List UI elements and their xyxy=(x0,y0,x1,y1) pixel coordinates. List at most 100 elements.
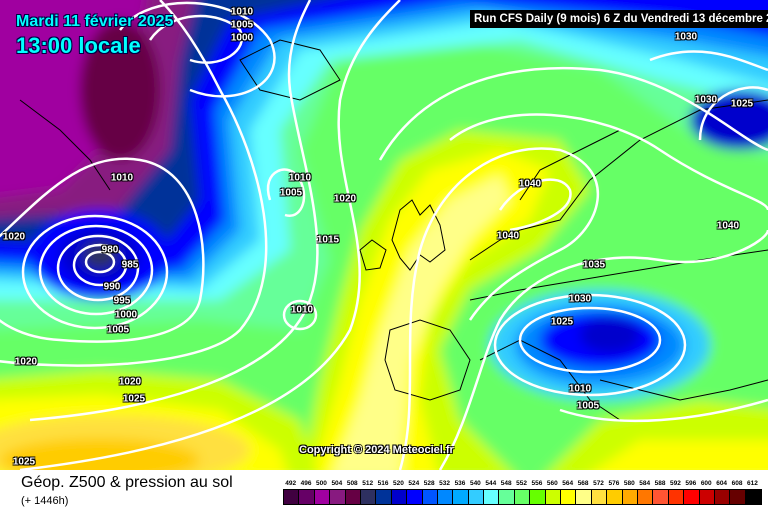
pressure-label: 1020 xyxy=(2,231,26,243)
run-info-banner: Run CFS Daily (9 mois) 6 Z du Vendredi 1… xyxy=(470,10,768,28)
legend-swatch xyxy=(437,490,454,504)
pressure-label: 1010 xyxy=(568,383,592,395)
legend-swatch xyxy=(330,490,346,504)
legend-swatch xyxy=(376,490,392,504)
legend-value: 580 xyxy=(623,480,635,487)
legend-value: 496 xyxy=(300,480,312,487)
legend-swatch xyxy=(545,490,562,504)
pressure-label: 1020 xyxy=(14,356,38,368)
legend-value: 548 xyxy=(500,480,512,487)
legend-value: 568 xyxy=(577,480,589,487)
pressure-label: 1010 xyxy=(110,172,134,184)
legend-value: 552 xyxy=(516,480,527,487)
legend-value: 532 xyxy=(439,480,451,487)
map-title: Géop. Z500 & pression au sol xyxy=(21,474,233,491)
legend-swatch xyxy=(345,490,361,504)
legend-value: 608 xyxy=(731,480,743,487)
legend-swatch xyxy=(653,490,669,504)
legend-value: 524 xyxy=(408,480,420,487)
pressure-label: 990 xyxy=(103,281,121,293)
legend-swatch xyxy=(499,490,515,504)
legend-value: 516 xyxy=(377,480,389,487)
legend-swatch xyxy=(684,490,700,504)
pressure-label: 1040 xyxy=(518,178,542,190)
legend-value: 564 xyxy=(562,480,574,487)
pressure-label: 1025 xyxy=(550,316,574,328)
pressure-label: 1025 xyxy=(122,393,146,405)
copyright: Copyright © 2024 Meteociel.fr xyxy=(299,444,454,456)
legend-swatch xyxy=(314,490,331,504)
legend-swatch xyxy=(484,490,500,504)
legend-value: 576 xyxy=(608,480,620,487)
pressure-label: 985 xyxy=(121,259,139,271)
color-legend: 492 496 500 504 508 512 516 520 524 528 532 536 540 5… xyxy=(283,480,763,505)
legend-swatch xyxy=(391,490,408,504)
pressure-label: 1030 xyxy=(694,94,718,106)
legend-swatch xyxy=(299,490,315,504)
pressure-label: 1010 xyxy=(288,172,312,184)
legend-value: 592 xyxy=(670,480,681,487)
legend-swatch xyxy=(668,490,685,504)
weather-map: 1010 1005 1000 1030 1030 1025 1010 1010 1005 1020… xyxy=(0,0,768,470)
geopotential-field xyxy=(0,0,768,470)
pressure-label: 1030 xyxy=(568,293,592,305)
legend-value: 544 xyxy=(485,480,497,487)
pressure-label: 995 xyxy=(113,295,131,307)
legend-swatch xyxy=(284,490,300,504)
legend-swatch xyxy=(453,490,469,504)
legend-swatch xyxy=(576,490,592,504)
pressure-label: 1015 xyxy=(316,234,340,246)
legend-swatch xyxy=(530,490,546,504)
legend-swatch xyxy=(468,490,485,504)
legend-value: 528 xyxy=(423,480,435,487)
pressure-label: 1005 xyxy=(576,400,600,412)
pressure-label: 1005 xyxy=(106,324,130,336)
legend-value: 596 xyxy=(685,480,697,487)
legend-swatch xyxy=(622,490,638,504)
footer-panel: Géop. Z500 & pression au sol (+ 1446h) 4… xyxy=(0,470,768,512)
legend-value: 604 xyxy=(716,480,728,487)
pressure-label: 1035 xyxy=(582,259,606,271)
legend-value: 512 xyxy=(362,480,374,487)
pressure-label: 1005 xyxy=(279,187,303,199)
legend-value: 600 xyxy=(700,480,712,487)
legend-value: 500 xyxy=(316,480,327,487)
forecast-offset: (+ 1446h) xyxy=(21,495,69,507)
legend-swatch xyxy=(407,490,423,504)
legend-value: 584 xyxy=(639,480,651,487)
legend-value: 560 xyxy=(546,480,558,487)
forecast-date: Mardi 11 février 2025 xyxy=(16,13,174,30)
pressure-label: 1040 xyxy=(716,220,740,232)
legend-value: 508 xyxy=(346,480,358,487)
legend-value: 612 xyxy=(746,480,758,487)
legend-value: 556 xyxy=(531,480,543,487)
pressure-label: 1000 xyxy=(114,309,138,321)
legend-value: 536 xyxy=(454,480,466,487)
legend-value: 492 xyxy=(285,480,297,487)
legend-swatch xyxy=(360,490,377,504)
pressure-label: 1005 xyxy=(230,19,254,31)
pressure-label: 1030 xyxy=(674,31,698,43)
legend-swatch xyxy=(607,490,623,504)
isobars xyxy=(0,0,768,470)
coastlines xyxy=(19,39,768,421)
pressure-label: 1000 xyxy=(230,32,254,44)
legend-value: 504 xyxy=(331,480,343,487)
pressure-label: 980 xyxy=(101,244,119,256)
legend-value: 572 xyxy=(593,480,604,487)
legend-value: 588 xyxy=(654,480,666,487)
legend-swatch xyxy=(714,490,731,504)
pressure-label: 1025 xyxy=(730,98,754,110)
pressure-label: 1020 xyxy=(333,193,357,205)
legend-swatch xyxy=(561,490,577,504)
legend-swatch xyxy=(591,490,608,504)
pressure-label: 1010 xyxy=(290,304,314,316)
pressure-label: 1010 xyxy=(230,6,254,18)
legend-value: 540 xyxy=(469,480,481,487)
forecast-time: 13:00 locale xyxy=(16,33,141,58)
pressure-label: 1025 xyxy=(12,456,36,468)
legend-value: 520 xyxy=(393,480,404,487)
legend-swatch xyxy=(637,490,654,504)
pressure-label: 1040 xyxy=(496,230,520,242)
legend-swatch xyxy=(422,490,438,504)
